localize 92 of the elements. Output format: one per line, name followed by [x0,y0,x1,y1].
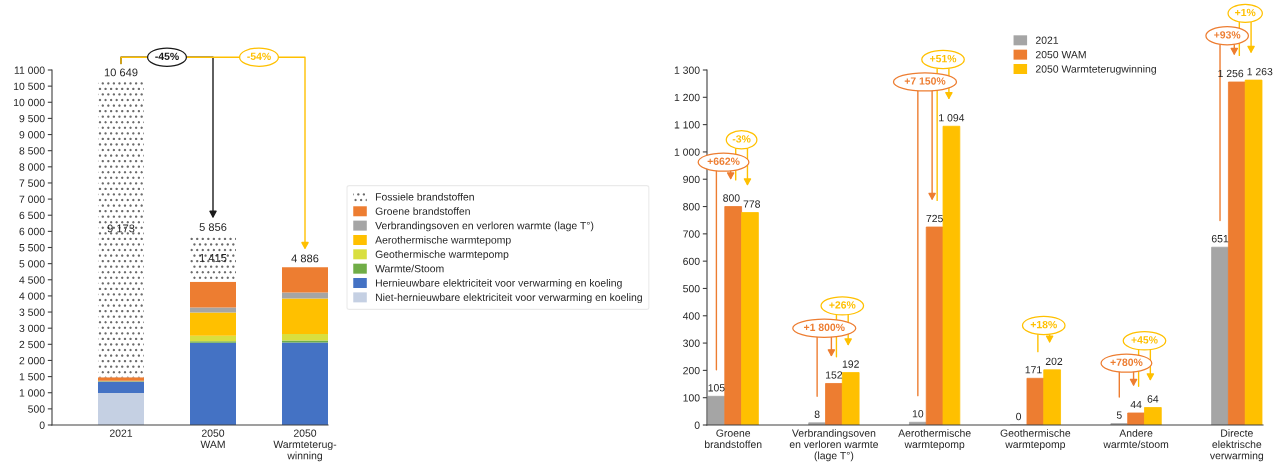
y-tick-label: 300 [683,339,700,347]
total-label: 4 886 [291,254,319,263]
legend-label: Warmte/Stoom [375,264,444,273]
legend-label: 2021 [1035,36,1059,44]
text: +93% [1214,31,1241,39]
y-tick-label: 1 100 [674,121,700,129]
data-label: 651 [1211,235,1229,243]
data-label: 9 173 [107,224,135,233]
legend-label: Aerothermische warmtepomp [375,235,511,246]
text: -45% [155,52,179,60]
data-label: 5 [1116,411,1122,419]
y-tick-label: 1 000 [674,148,700,156]
data-label: 800 [723,194,740,202]
data-label: 64 [1147,395,1159,403]
data-label: 10 [912,410,924,418]
y-tick-label: 6 000 [19,227,45,236]
x-tick-label: 2050 WAM [200,429,225,448]
annotation: +26% [829,301,856,309]
y-tick-label: 10 000 [13,98,45,107]
y-tick-label: 1 000 [19,389,45,397]
data-label: 8 [814,410,820,418]
legend-label: Fossiele brandstoffen [375,192,474,201]
y-tick-label: 5 000 [19,260,45,268]
total-label: 10 649 [104,68,138,77]
y-tick-label: 3 500 [19,308,45,316]
y-tick-label: 0 [694,421,700,429]
legend-label: Verbrandingsoven en verloren warmte (lage T°) [375,221,594,232]
legend-label: 2050 Warmteterugwinning [1035,65,1156,75]
annotation: -3% [732,135,751,143]
x-tick-label: Andere warmte/stoom [1103,429,1169,449]
annotation: +45% [1131,336,1158,344]
y-tick-label: 4 000 [19,292,45,300]
annotation: +780% [1110,358,1143,366]
y-tick-label: 900 [683,175,700,184]
data-label: 44 [1130,400,1142,409]
data-label: 202 [1045,357,1063,365]
data-label: 0 [1016,412,1022,421]
x-tick-label: Aerothermische warmtepomp [898,429,971,451]
x-tick-label: 2050 Warmteterug- winning [273,429,337,462]
y-tick-label: 2 000 [19,356,45,365]
y-tick-label: 3 000 [19,324,45,333]
y-tick-label: 100 [683,394,700,402]
data-label: 152 [826,371,843,379]
y-tick-label: 1 500 [19,373,45,381]
data-label: 778 [743,200,761,208]
legend-label: Geothermische warmtepomp [375,250,509,261]
y-tick-label: 400 [682,312,700,320]
y-tick-label: 0 [39,421,45,429]
data-label: 1 263 [1247,67,1273,76]
data-label: 1 094 [939,114,965,122]
annotation: +1 800% [803,323,845,331]
y-tick-label: 10 500 [13,82,45,91]
y-tick-label: 500 [683,284,700,293]
y-tick-label: 8 000 [19,163,45,171]
x-tick-label: Verbrandingsoven en verloren warmte (lage T°) [789,429,879,462]
y-tick-label: 500 [28,405,45,413]
data-label: 192 [842,360,859,368]
y-tick-label: 4 500 [19,276,45,284]
y-tick-label: 700 [683,230,700,238]
legend-label: Niet-hernieuwbare elektriciteit voor verwarming en koeling [375,293,642,304]
annotation: +662% [707,157,740,165]
y-tick-label: 600 [683,257,700,266]
y-tick-label: 800 [683,203,700,211]
text: +51% [930,54,957,63]
text: +1% [1235,8,1256,17]
x-tick-label: Geothermische warmtepomp [1000,429,1071,451]
legend-label: Groene brandstoffen [375,207,470,215]
y-tick-label: 9 000 [19,131,45,139]
y-tick-label: 9 500 [19,114,45,123]
y-tick-label: 8 500 [19,147,45,155]
text: -54% [247,52,271,60]
y-tick-label: 7 500 [19,179,45,187]
data-label: 171 [1025,366,1042,374]
y-tick-label: 1 200 [674,93,700,102]
y-tick-label: 7 000 [19,195,45,203]
data-label: 1 415 [199,254,227,262]
y-tick-label: 200 [683,366,700,375]
x-tick-label: 2021 [109,429,133,437]
y-tick-label: 2 500 [19,340,45,349]
x-tick-label: Directe elektrische verwarming [1209,429,1264,462]
y-tick-label: 11 000 [14,66,45,74]
legend-label: Hernieuwbare elektriciteit voor verwarming en koeling [375,279,622,289]
y-tick-label: 6 500 [19,211,45,220]
y-tick-label: 1 300 [674,66,700,74]
legend-label: 2050 WAM [1035,50,1086,59]
y-tick-label: 5 500 [19,244,45,252]
annotation: +18% [1030,320,1057,329]
annotation: +7 150% [904,77,946,85]
total-label: 5 856 [199,223,227,232]
data-label: 725 [926,214,943,223]
x-tick-label: Groene brandstoffen [705,429,762,449]
data-label: 1 256 [1218,69,1244,78]
